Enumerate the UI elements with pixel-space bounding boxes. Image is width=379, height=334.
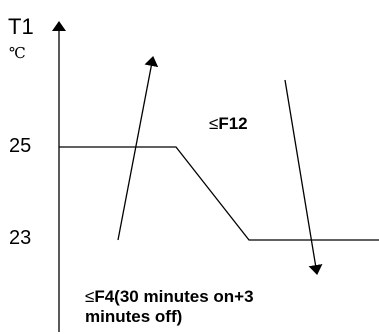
falling-arrow: [284, 79, 323, 275]
tick-label-23: 23: [9, 227, 32, 249]
f4-text-line2: minutes off): [85, 307, 183, 326]
tick-label-25: 25: [9, 135, 32, 157]
temperature-curve: [59, 146, 379, 241]
unit-label: ℃: [9, 44, 26, 62]
f4-symbol: ≤: [85, 287, 95, 306]
f4-annotation: ≤F4(30 minutes on+3 minutes off): [85, 287, 254, 327]
f12-annotation: ≤F12: [209, 114, 248, 134]
f4-text-line1: F4(30 minutes on+3: [94, 287, 254, 306]
rising-arrow: [117, 56, 159, 241]
f12-text: F12: [218, 114, 248, 133]
y-axis-label: T1: [8, 14, 34, 39]
f12-symbol: ≤: [209, 114, 219, 133]
